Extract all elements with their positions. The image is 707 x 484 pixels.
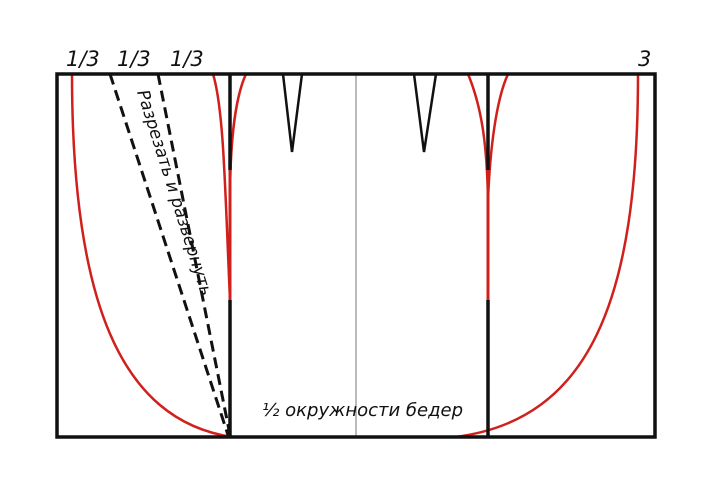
third-label-3: 1/3: [170, 47, 204, 71]
hip-caption: ½ окружности бедер: [262, 400, 463, 421]
cut-line-right: [156, 73, 232, 436]
third-label-1: 1/3: [66, 47, 100, 71]
left-dart: [281, 73, 304, 153]
right-inner-flare-curve-a: [466, 73, 490, 201]
right-outer-flare-curve: [454, 73, 640, 439]
right-mark-label: 3: [638, 47, 651, 71]
third-label-2: 1/3: [117, 47, 151, 71]
right-inner-flare-curve-b: [486, 73, 510, 300]
left-inner-flare-curve: [211, 73, 232, 301]
cut-line-left: [108, 73, 230, 436]
cut-instruction-label: Разрезать и развернуть: [132, 87, 216, 298]
left-panel-curve: [228, 73, 248, 201]
right-dart: [412, 73, 438, 153]
pattern-outline: [55, 72, 657, 439]
left-outer-flare-curve: [70, 73, 233, 439]
